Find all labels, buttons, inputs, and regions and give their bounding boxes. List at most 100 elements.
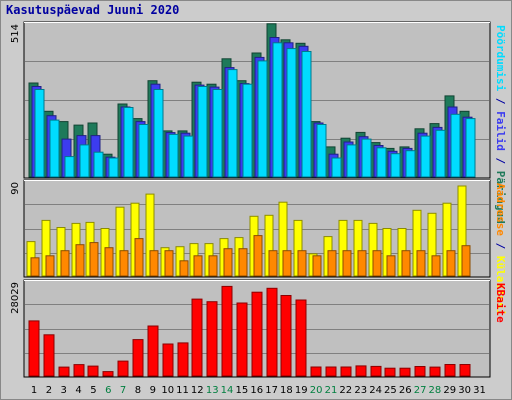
x-tick-label-28: 28 (429, 385, 442, 396)
bar-kbytes-day-6 (102, 371, 114, 377)
x-tick-label-31: 31 (473, 385, 486, 396)
bar-kbytes-day-23 (355, 365, 367, 377)
bar-hits-day-4 (79, 144, 90, 178)
x-tick-label-12: 12 (191, 385, 204, 396)
bar-sites-day-15 (238, 248, 248, 277)
x-tick-label-3: 3 (61, 385, 67, 396)
bar-hits-day-17 (272, 42, 283, 178)
chart-panel-top: 514 Pöördumisi / Failid / Päringud (10, 21, 507, 224)
bar-sites-day-2 (45, 255, 55, 277)
x-tick-label-9: 9 (150, 385, 156, 396)
bar-sites-day-11 (179, 260, 189, 277)
bar-kbytes-day-21 (325, 366, 337, 377)
bar-sites-day-14 (223, 248, 233, 277)
y-max-label: 514 (10, 24, 21, 43)
legend-separator: / (494, 91, 507, 111)
bar-kbytes-day-14 (221, 285, 233, 377)
bar-sites-day-7 (119, 250, 129, 277)
bar-sites-day-8 (134, 238, 144, 277)
x-tick-label-17: 17 (265, 385, 278, 396)
bar-hits-day-10 (168, 133, 179, 178)
x-tick-label-5: 5 (90, 385, 96, 396)
x-tick-label-4: 4 (75, 385, 81, 396)
bar-kbytes-day-2 (43, 334, 55, 377)
bar-kbytes-day-1 (28, 320, 40, 377)
x-tick-label-14: 14 (221, 385, 234, 396)
bar-hits-day-6 (108, 157, 119, 178)
chart-panel-middle: 90 Aadresse / Külastusi (10, 179, 507, 316)
bar-kbytes-day-15 (236, 302, 248, 377)
x-tick-label-7: 7 (120, 385, 126, 396)
bar-sites-day-16 (253, 235, 263, 277)
bar-sites-day-24 (372, 250, 382, 277)
x-tick-label-1: 1 (31, 385, 37, 396)
x-tick-label-11: 11 (176, 385, 189, 396)
legend-entry: Pöördumisi (494, 25, 507, 92)
chart-panel-bottom: 28029 KBaite (10, 279, 507, 378)
x-tick-label-6: 6 (105, 385, 111, 396)
bar-hits-day-3 (64, 156, 75, 178)
bar-hits-day-30 (465, 118, 476, 178)
bar-hits-day-18 (286, 48, 297, 178)
bar-kbytes-day-9 (147, 325, 159, 377)
bar-hits-day-12 (197, 86, 208, 178)
legend-separator: / (494, 151, 507, 171)
bar-hits-day-8 (138, 124, 149, 178)
y-max-label: 28029 (10, 282, 21, 314)
bar-hits-day-26 (405, 150, 416, 178)
bar-sites-day-9 (149, 250, 159, 277)
x-tick-label-18: 18 (280, 385, 293, 396)
bar-sites-day-26 (401, 250, 411, 277)
x-tick-label-24: 24 (369, 385, 382, 396)
bar-sites-day-29 (446, 250, 456, 277)
bar-hits-day-24 (376, 147, 387, 178)
bar-sites-day-21 (327, 250, 337, 277)
bar-hits-day-23 (361, 138, 372, 178)
x-tick-label-16: 16 (250, 385, 263, 396)
bar-hits-day-27 (420, 135, 431, 178)
bar-hits-day-11 (183, 135, 194, 178)
bar-kbytes-day-29 (444, 364, 456, 377)
bar-kbytes-day-22 (340, 366, 352, 377)
bar-hits-day-20 (316, 124, 327, 178)
bar-sites-day-3 (60, 250, 70, 277)
bar-hits-day-25 (390, 153, 401, 178)
bar-sites-day-17 (268, 250, 278, 277)
bar-hits-day-9 (153, 89, 164, 178)
bar-sites-day-28 (431, 255, 441, 277)
bar-hits-day-7 (123, 107, 134, 178)
legend-entry: Aadresse (494, 183, 507, 236)
bar-sites-day-6 (104, 247, 114, 277)
legend-separator: / (494, 236, 507, 256)
x-tick-label-27: 27 (414, 385, 427, 396)
bar-hits-day-19 (301, 51, 312, 178)
bar-hits-day-1 (34, 89, 45, 178)
bar-sites-day-18 (282, 250, 292, 277)
bar-sites-day-12 (193, 255, 203, 277)
x-tick-label-20: 20 (310, 385, 323, 396)
x-tick-label-13: 13 (206, 385, 219, 396)
x-axis-ticks: 1 2 3 4 5 6 7 8 9 10 11 12 13 14 15 16 17 18 19 20 21 22 23 24 2… (31, 385, 486, 396)
legend-entry: Päringud (494, 171, 507, 224)
bar-kbytes-day-8 (132, 339, 144, 377)
bar-kbytes-day-30 (459, 364, 471, 377)
bar-sites-day-20 (312, 255, 322, 277)
bar-sites-day-23 (357, 250, 367, 277)
bar-sites-day-5 (89, 242, 99, 277)
legend-entry: Failid (494, 111, 507, 151)
legend-entry: Külastusi (494, 256, 507, 316)
bar-kbytes-day-5 (87, 365, 99, 377)
bar-hits-day-29 (450, 113, 461, 178)
bar-sites-day-27 (416, 250, 426, 277)
bar-kbytes-day-19 (295, 299, 307, 377)
bar-hits-day-28 (435, 129, 446, 178)
x-tick-label-19: 19 (295, 385, 308, 396)
bar-kbytes-day-12 (191, 298, 203, 377)
bar-sites-day-10 (164, 250, 174, 277)
bar-sites-day-30 (461, 245, 471, 277)
bar-kbytes-day-17 (266, 287, 278, 377)
bar-hits-day-15 (242, 83, 253, 178)
bar-hits-day-5 (93, 151, 104, 178)
x-tick-label-26: 26 (399, 385, 412, 396)
